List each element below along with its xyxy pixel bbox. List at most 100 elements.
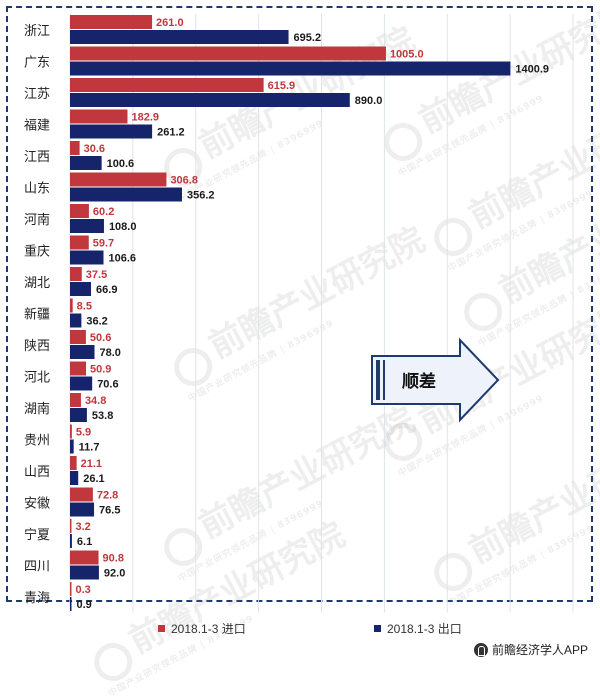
bar-import xyxy=(70,488,93,502)
data-label-export: 66.9 xyxy=(96,284,117,296)
bar-import xyxy=(70,330,86,344)
data-label-import: 30.6 xyxy=(84,143,105,155)
bar-export xyxy=(70,125,152,139)
bar-export xyxy=(70,30,289,44)
bar-chart: 浙江 261.0 695.2 广东 1005.0 1400.9 江苏 615.9 890.0 福建… xyxy=(0,0,600,620)
bar-import xyxy=(70,236,89,250)
bar-export xyxy=(70,62,510,76)
source-text: 前瞻经济学人APP xyxy=(492,641,588,658)
category-label: 重庆 xyxy=(24,243,50,259)
category-label: 山东 xyxy=(24,181,50,196)
bar-export xyxy=(70,408,87,422)
category-label: 河南 xyxy=(24,212,50,228)
data-label-export: 70.6 xyxy=(97,379,118,391)
bar-import xyxy=(70,519,72,533)
data-label-import: 0.3 xyxy=(76,584,91,596)
bar-export xyxy=(70,597,72,611)
data-label-export: 0.9 xyxy=(77,599,92,611)
bar-import xyxy=(70,299,73,313)
data-label-import: 21.1 xyxy=(81,458,102,470)
legend-item-import: 2018.1-3 进口 xyxy=(158,620,246,637)
category-label: 山西 xyxy=(24,465,50,480)
data-label-import: 3.2 xyxy=(76,521,91,533)
arrow-stripe xyxy=(383,360,385,400)
data-label-export: 106.6 xyxy=(109,253,137,265)
bar-export xyxy=(70,219,104,233)
legend-swatch-export xyxy=(374,625,381,632)
bar-export xyxy=(70,156,102,170)
bar-export xyxy=(70,345,95,359)
data-label-import: 60.2 xyxy=(93,206,114,218)
category-label: 宁夏 xyxy=(24,527,50,543)
data-label-import: 306.8 xyxy=(170,175,198,187)
bar-import xyxy=(70,267,82,281)
legend-label-export: 2018.1-3 出口 xyxy=(387,620,462,637)
data-label-import: 50.6 xyxy=(90,332,111,344)
annotation-label: 顺差 xyxy=(402,371,436,392)
bar-export xyxy=(70,377,92,391)
category-label: 河北 xyxy=(24,370,50,385)
app-logo-icon xyxy=(474,643,488,657)
data-label-export: 356.2 xyxy=(187,190,215,202)
category-label: 湖北 xyxy=(24,276,50,291)
bar-export xyxy=(70,251,104,265)
bar-export xyxy=(70,503,94,517)
bar-import xyxy=(70,47,386,61)
bar-import xyxy=(70,15,152,29)
bar-export xyxy=(70,566,99,580)
data-label-import: 59.7 xyxy=(93,238,114,250)
bar-import xyxy=(70,173,166,187)
data-label-export: 78.0 xyxy=(100,347,121,359)
data-label-import: 34.8 xyxy=(85,395,106,407)
category-label: 广东 xyxy=(24,55,50,70)
data-label-export: 100.6 xyxy=(107,158,135,170)
legend-swatch-import xyxy=(158,625,165,632)
bar-import xyxy=(70,141,80,155)
category-label: 四川 xyxy=(24,559,50,574)
data-label-export: 26.1 xyxy=(83,473,104,485)
data-label-export: 108.0 xyxy=(109,221,137,233)
data-label-export: 890.0 xyxy=(355,95,383,107)
legend: 2018.1-3 进口 2018.1-3 出口 xyxy=(0,620,600,640)
bar-export xyxy=(70,188,182,202)
data-label-export: 92.0 xyxy=(104,568,125,580)
legend-item-export: 2018.1-3 出口 xyxy=(374,620,462,637)
data-label-export: 11.7 xyxy=(79,442,100,454)
category-label: 新疆 xyxy=(24,306,50,322)
bar-export xyxy=(70,471,78,485)
bar-export xyxy=(70,282,91,296)
category-label: 陕西 xyxy=(24,339,50,354)
data-label-export: 261.2 xyxy=(157,127,185,139)
bar-import xyxy=(70,78,264,92)
arrow-stripe xyxy=(376,360,380,400)
data-label-export: 53.8 xyxy=(92,410,113,422)
bar-export xyxy=(70,314,81,328)
legend-label-import: 2018.1-3 进口 xyxy=(171,620,246,637)
category-label: 浙江 xyxy=(24,24,50,39)
data-label-import: 615.9 xyxy=(268,80,296,92)
bar-export xyxy=(70,534,72,548)
bar-import xyxy=(70,551,99,565)
bar-import xyxy=(70,110,127,124)
bar-export xyxy=(70,440,74,454)
bar-import xyxy=(70,425,72,439)
data-label-import: 90.8 xyxy=(103,553,124,565)
data-label-export: 1400.9 xyxy=(515,64,549,76)
data-label-export: 36.2 xyxy=(86,316,107,328)
data-label-import: 37.5 xyxy=(86,269,107,281)
bar-import xyxy=(70,362,86,376)
data-label-import: 72.8 xyxy=(97,490,118,502)
data-label-import: 1005.0 xyxy=(390,49,424,61)
category-label: 湖南 xyxy=(24,401,50,417)
category-label: 贵州 xyxy=(24,433,50,448)
source-credit: 前瞻经济学人APP xyxy=(474,641,588,658)
bar-import xyxy=(70,393,81,407)
bar-import xyxy=(70,582,72,596)
category-label: 江西 xyxy=(24,150,50,165)
category-label: 江苏 xyxy=(24,86,50,102)
data-label-export: 6.1 xyxy=(77,536,92,548)
bar-export xyxy=(70,93,350,107)
bar-import xyxy=(70,456,77,470)
data-label-import: 5.9 xyxy=(76,427,91,439)
data-label-import: 182.9 xyxy=(131,112,159,124)
